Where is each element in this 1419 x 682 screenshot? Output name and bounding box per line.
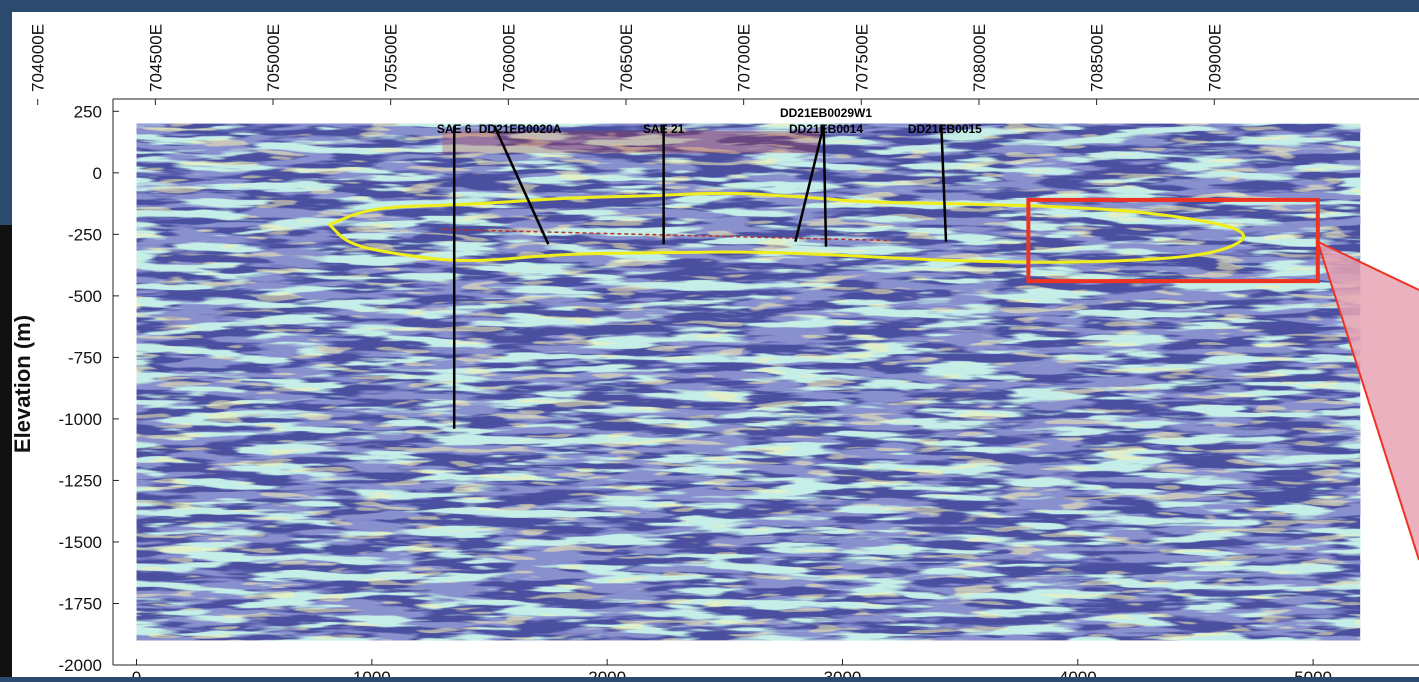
easting-tick-label: 704500E [146,24,165,92]
easting-tick-label: 705500E [382,24,401,92]
target-horizon-dashed [442,228,890,242]
mineralised-zone-outline [326,191,1245,264]
drillhole-label: DD21EB0029W1 [780,106,872,120]
axes [37,98,1419,666]
drillhole-trace [940,125,948,242]
y-axis-label: Elevation (m) [10,315,35,453]
drillhole-trace [822,125,828,247]
y-tick-label: -750 [68,348,102,367]
drillhole-label: DD21EB0014 [789,122,863,136]
easting-tick-label: 708000E [970,24,989,92]
drillhole-trace [794,125,825,243]
y-tick-label: -1250 [59,471,102,490]
near-surface-anomaly [442,130,819,154]
zoom-callout-edge [1317,240,1419,291]
drillhole-trace [493,125,550,245]
y-tick-label: 0 [93,164,102,183]
x-tick-label: 1000 [353,668,391,677]
drillhole-label: SAE 21 [643,122,685,136]
y-tick-label: 250 [74,102,102,121]
easting-tick-label: 706500E [617,24,636,92]
highlight-box [1026,197,1320,284]
drillhole-label: DD21EB0020A [479,122,562,136]
drillhole-label: DD21EB0015 [908,122,982,136]
seismic-section-image [136,123,1361,641]
overlay: SAE 6 DD21EB0020A SAE 21 DD21EB0029W1 DD21EB… [326,106,1419,561]
easting-tick-label: 709000E [1205,24,1224,92]
x-tick-label: 2000 [588,668,626,677]
x-tick-label: 0 [132,668,141,677]
y-tick-label: -1000 [59,410,102,429]
y-tick-label: -250 [68,225,102,244]
zoom-callout-edge [1316,241,1419,561]
easting-tick-label: 708500E [1088,24,1107,92]
easting-tick-label: 705000E [264,24,283,92]
x-tick-label: 5000 [1294,668,1332,677]
x-tick-label: 4000 [1059,668,1097,677]
y-tick-label: -1750 [59,594,102,613]
easting-tick-label: 707000E [735,24,754,92]
x-tick-label: 3000 [824,668,862,677]
y-tick-label: -1500 [59,533,102,552]
y-tick-label: -2000 [59,656,102,675]
drillhole-label: SAE 6 [437,122,472,136]
dark-left-strip [0,225,12,677]
y-tick-label: -500 [68,287,102,306]
y-tick-labels: 250 0 -250 -500 -750 -1000 -1250 -1500 -1750 -200… [59,102,102,675]
easting-tick-label: 704000E [29,24,48,92]
easting-tick-labels: 704000E 704500E 705000E 705500E 706000E 70650… [29,24,1225,92]
section-amplitude-highlights [136,123,1361,641]
easting-tick-label: 706000E [499,24,518,92]
easting-tick-label: 707500E [852,24,871,92]
